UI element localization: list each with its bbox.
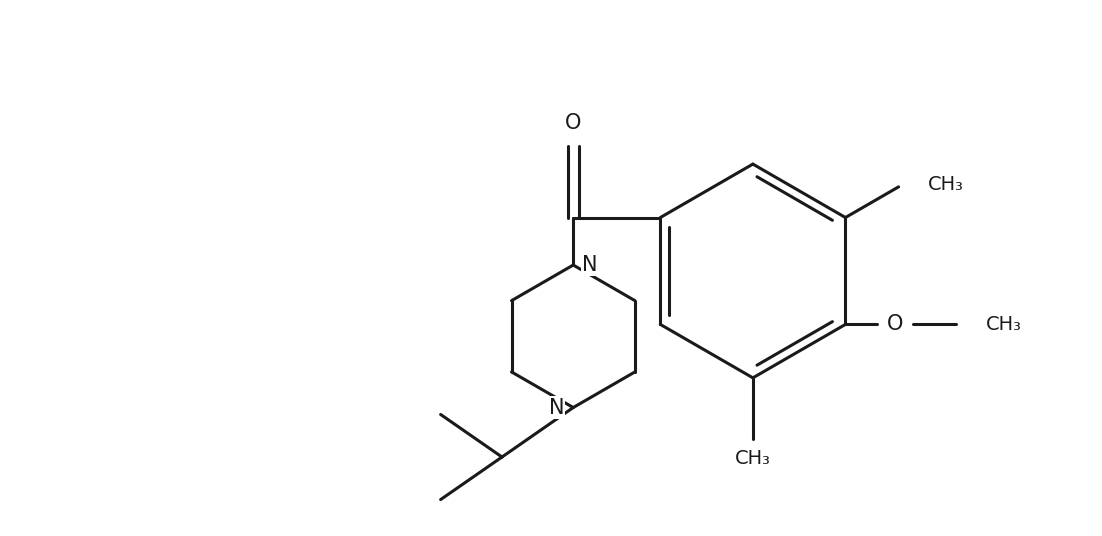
Text: O: O (887, 315, 904, 334)
Text: CH₃: CH₃ (735, 449, 770, 468)
Text: CH₃: CH₃ (986, 315, 1022, 334)
Text: N: N (582, 255, 597, 275)
Text: CH₃: CH₃ (928, 175, 964, 195)
Text: O: O (565, 114, 582, 133)
Text: N: N (549, 398, 564, 418)
